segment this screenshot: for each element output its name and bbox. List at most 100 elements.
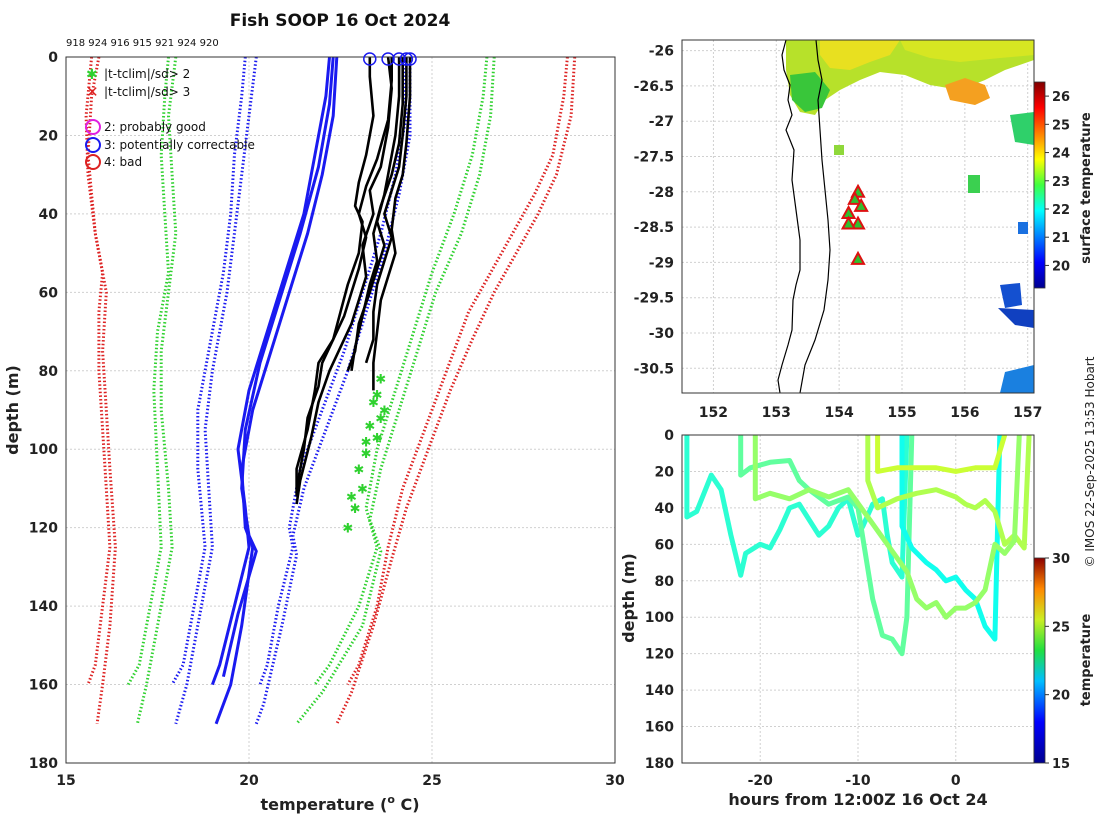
time-y-tick-label: 100 (645, 610, 674, 626)
y-tick-label: 160 (29, 678, 58, 694)
sst-colorbar-tick-label: 26 (1052, 90, 1070, 105)
x-tick-label: 15 (56, 773, 75, 789)
time-x-tick-label: -10 (845, 773, 871, 789)
track-line (865, 435, 1032, 551)
map-x-tick-label: 152 (699, 405, 728, 421)
series-line (364, 57, 408, 364)
shelf-contour (799, 40, 831, 393)
station-marker (847, 190, 863, 205)
track-line (752, 435, 1022, 620)
temp-colorbar-tick-label: 25 (1052, 620, 1070, 635)
y-axis-label: depth (m) (3, 365, 22, 455)
watermark: © IMOS 22-Sep-2025 13:53 Hobart (1083, 356, 1097, 567)
sst-patch-south-blue3 (1000, 365, 1034, 393)
time-y-tick-label: 140 (645, 683, 674, 699)
time-x-axis-label: hours from 12:00Z 16 Oct 24 (728, 790, 987, 809)
temp-colorbar-tick-label: 15 (1052, 757, 1070, 772)
map-x-tick-label: 155 (887, 405, 916, 421)
outlier-marker: ✱ (375, 373, 386, 388)
temp-colorbar-label: temperature (1079, 614, 1094, 707)
legend-flag4-label: 4: bad (104, 155, 142, 169)
time-x-tick-label: 0 (951, 773, 961, 789)
map-y-tick-label: -26 (649, 44, 674, 60)
map-y-tick-label: -28 (649, 185, 674, 201)
track-line (875, 435, 1008, 474)
map-x-tick-label: 154 (825, 405, 854, 421)
sst-colorbar-tick-label: 23 (1052, 175, 1070, 190)
y-tick-label: 20 (39, 128, 59, 144)
legend-flag4-marker (85, 154, 101, 170)
profile-chart: Fish SOOP 16 Oct 2024 918 924 916 915 92… (3, 11, 625, 814)
sst-patch-east-green (1010, 112, 1034, 145)
series-line (295, 57, 393, 489)
legend-flag3-label: 3: potentially correctable (104, 138, 255, 152)
y-tick-label: 40 (39, 207, 59, 223)
flag-circle (381, 52, 395, 66)
time-y-tick-label: 120 (645, 647, 674, 663)
series-line (170, 57, 247, 686)
flag-circle (392, 52, 406, 66)
time-x-tick-label: -20 (748, 773, 774, 789)
outlier-marker: ✱ (346, 490, 357, 505)
map-y-tick-label: -26.5 (634, 79, 674, 95)
outlier-marker: ✱ (361, 435, 372, 450)
sst-colorbar-tick-label: 21 (1052, 231, 1070, 246)
time-chart: -20 -10 0 0 20 40 60 80 100 120 140 160 180 hours f… (619, 428, 1094, 809)
x-tick-label: 30 (605, 773, 625, 789)
outlier-marker: ✱ (357, 482, 368, 497)
time-y-tick-label: 80 (655, 574, 675, 590)
track-line (738, 435, 915, 657)
outlier-marker: ✱ (350, 502, 361, 517)
sst-colorbar (1033, 81, 1046, 289)
legend-outlier2-label: |t-tclim|/sd> 2 (104, 67, 190, 81)
sst-colorbar-label: surface temperature (1079, 112, 1094, 264)
y-tick-label: 100 (29, 442, 58, 458)
track-line (899, 435, 1003, 642)
time-y-axis-label: depth (m) (619, 553, 638, 643)
x-axis-label: temperature (o C) (260, 793, 419, 814)
map-y-tick-label: -29 (649, 255, 674, 271)
series-line (346, 57, 401, 372)
flag-circle (403, 52, 417, 66)
outlier-marker: ✱ (379, 404, 390, 419)
station-marker (850, 250, 866, 265)
series-line (214, 57, 339, 725)
station-marker (853, 197, 869, 212)
legend-outlier2-marker: ✱ (86, 67, 98, 83)
time-y-tick-label: 40 (655, 501, 675, 517)
sst-patch-south-blue2 (998, 308, 1034, 328)
profile-plot-frame (65, 56, 616, 764)
series-line (86, 57, 112, 686)
outlier-marker: ✱ (372, 431, 383, 446)
station-marker (850, 215, 866, 230)
sst-patch-small1 (968, 175, 980, 193)
series-line (350, 57, 404, 371)
sst-colorbar-tick-label: 24 (1052, 147, 1070, 162)
series-line (335, 57, 577, 725)
series-line (174, 57, 258, 725)
map-y-tick-label: -28.5 (634, 220, 674, 236)
outlier-marker: ✱ (342, 522, 353, 537)
legend-flag3-marker (85, 137, 101, 153)
map-chart: 152 153 154 155 156 157 -26 -26.5 -27 -27.5 -28 -2… (634, 39, 1094, 421)
top-labels: 918 924 916 915 921 924 920 (66, 38, 219, 49)
time-y-tick-label: 0 (664, 428, 674, 444)
sst-patch-north-yellow (900, 40, 1034, 62)
time-y-tick-label: 60 (655, 537, 675, 553)
series-line (221, 57, 335, 678)
temp-colorbar (1033, 557, 1046, 764)
series-line (295, 57, 393, 505)
sst-patch-south-blue1 (1000, 283, 1022, 308)
outlier-marker: ✱ (364, 420, 375, 435)
time-y-tick-label: 160 (645, 720, 674, 736)
temp-colorbar-tick-label: 30 (1052, 552, 1070, 567)
series-line (313, 57, 489, 686)
sst-colorbar-tick-label: 20 (1052, 259, 1070, 274)
outlier-marker: ✱ (353, 463, 364, 478)
y-tick-label: 140 (29, 599, 58, 615)
series-line (254, 57, 412, 725)
chart-title: Fish SOOP 16 Oct 2024 (230, 11, 451, 31)
sst-patch-north-warm (820, 40, 900, 70)
flag-circle (399, 52, 414, 66)
